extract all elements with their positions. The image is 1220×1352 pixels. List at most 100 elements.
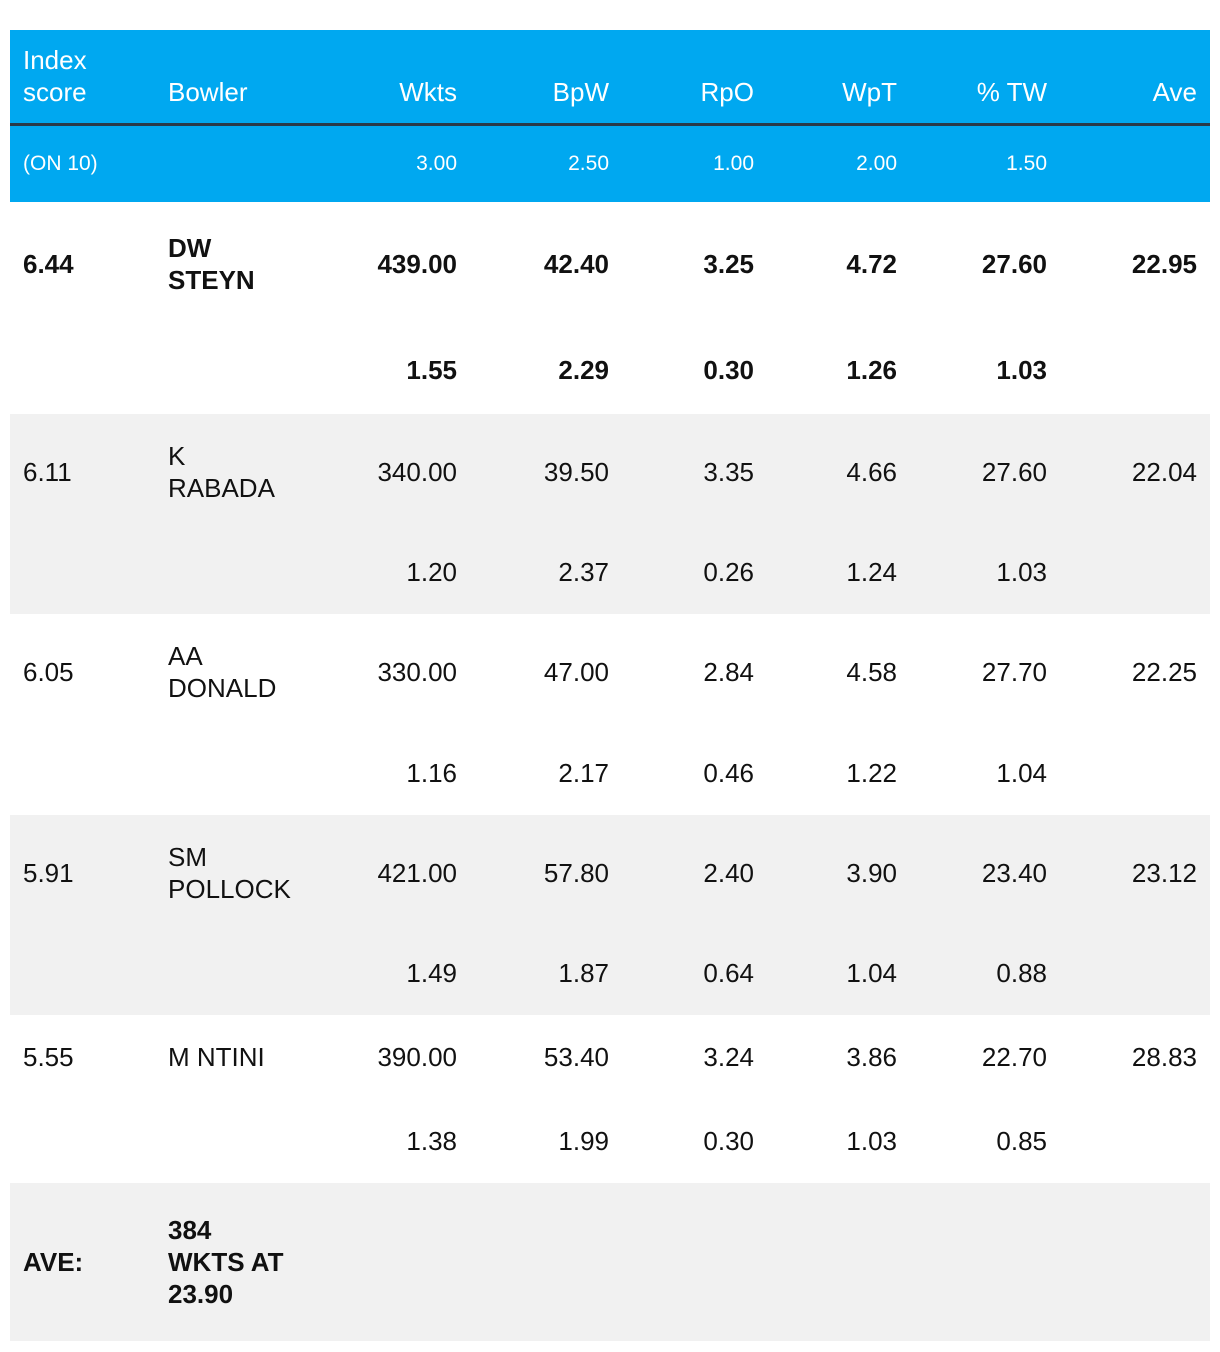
rpo-score: 0.30 [703,355,754,385]
weights-label: (ON 10) [23,152,98,175]
tw-score: 1.03 [996,556,1047,587]
wkts-score: 1.49 [406,957,457,988]
score-row: 1.49 1.87 0.64 1.04 0.88 [10,930,1210,1015]
header-divider [10,123,1210,126]
rpo-value: 3.35 [703,456,754,487]
bpw-score: 1.87 [558,957,609,988]
stats-row: 6.11 K RABADA 340.00 39.50 3.35 4.66 27.… [10,414,1210,529]
bpw-value: 53.40 [543,1042,609,1072]
index-score: 6.11 [23,456,72,487]
weight-rpo: 1.00 [713,152,754,175]
wkts-value: 439.00 [377,249,457,279]
col-header-wpt: WpT [842,77,897,107]
col-header-bowler: Bowler [168,77,248,107]
average-label: AVE: [23,1247,84,1277]
wpt-score: 1.22 [846,757,897,788]
col-header-tw: % TW [976,77,1047,107]
bpw-value: 39.50 [543,456,609,487]
score-row: 1.38 1.99 0.30 1.03 0.85 [10,1099,1210,1183]
wpt-score: 1.04 [846,957,897,988]
tw-score: 0.88 [996,957,1047,988]
bpw-value: 42.40 [543,249,609,279]
bpw-value: 47.00 [543,657,609,687]
bpw-score: 2.37 [558,556,609,587]
rpo-score: 0.30 [703,1126,754,1156]
col-header-rpo: RpO [700,77,754,107]
index-score: 6.44 [23,249,74,279]
bowler-name: AA DONALD [168,641,277,703]
col-header-ave: Ave [1152,77,1197,107]
weight-wkts: 3.00 [416,152,457,175]
table-row: 6.44 DW STEYN 439.00 42.40 3.25 4.72 27.… [10,202,1210,414]
wpt-value: 4.58 [846,657,897,687]
wkts-score: 1.55 [406,355,457,385]
tw-value: 23.40 [981,857,1047,888]
rpo-value: 2.40 [703,857,754,888]
score-row: 1.55 2.29 0.30 1.26 1.03 [10,326,1210,414]
col-header-index: Index score [23,45,87,107]
rpo-score: 0.64 [703,957,754,988]
wpt-value: 4.72 [846,249,897,279]
bpw-score: 1.99 [558,1126,609,1156]
tw-value: 27.60 [981,249,1047,279]
weight-bpw: 2.50 [568,152,609,175]
average-text: 384 WKTS AT 23.90 [168,1215,284,1309]
col-header-wkts: Wkts [399,77,457,107]
table-row: 6.11 K RABADA 340.00 39.50 3.35 4.66 27.… [10,414,1210,614]
bowler-name: K RABADA [168,440,275,503]
wkts-score: 1.16 [406,757,457,788]
index-score: 5.55 [23,1042,74,1072]
bowler-name: M NTINI [168,1042,265,1072]
wkts-value: 390.00 [377,1042,457,1072]
wpt-value: 3.90 [846,857,897,888]
stats-row: 5.91 SM POLLOCK 421.00 57.80 2.40 3.90 2… [10,815,1210,930]
ave-value: 22.04 [1131,456,1197,487]
wkts-value: 421.00 [377,857,457,888]
bowler-index-table: Index score Bowler Wkts BpW RpO WpT % TW… [10,30,1210,1341]
score-row: 1.20 2.37 0.26 1.24 1.03 [10,529,1210,614]
bpw-score: 2.29 [558,355,609,385]
index-score: 5.91 [23,857,74,888]
weight-tw: 1.50 [1006,152,1047,175]
index-score: 6.05 [23,657,74,687]
ave-value: 22.25 [1131,657,1197,687]
ave-value: 23.12 [1131,857,1197,888]
wkts-score: 1.38 [406,1126,457,1156]
ave-value: 22.95 [1131,249,1197,279]
wpt-value: 4.66 [846,456,897,487]
average-cells: AVE: 384 WKTS AT 23.90 [10,1183,1210,1341]
tw-score: 1.04 [996,757,1047,788]
score-row: 1.16 2.17 0.46 1.22 1.04 [10,730,1210,815]
bpw-value: 57.80 [543,857,609,888]
header-row: Index score Bowler Wkts BpW RpO WpT % TW… [10,30,1210,123]
wpt-score: 1.26 [846,355,897,385]
tw-value: 22.70 [981,1042,1047,1072]
tw-score: 0.85 [996,1126,1047,1156]
tw-value: 27.60 [981,456,1047,487]
weight-wpt: 2.00 [856,152,897,175]
weights-row: (ON 10) 3.00 2.50 1.00 2.00 1.50 [10,126,1210,202]
stats-row: 6.44 DW STEYN 439.00 42.40 3.25 4.72 27.… [10,202,1210,326]
tw-value: 27.70 [981,657,1047,687]
wkts-value: 340.00 [377,456,457,487]
stats-row: 5.55 M NTINI 390.00 53.40 3.24 3.86 22.7… [10,1015,1210,1099]
wkts-score: 1.20 [406,556,457,587]
wpt-value: 3.86 [846,1042,897,1072]
average-row: AVE: 384 WKTS AT 23.90 [10,1183,1210,1341]
stats-row: 6.05 AA DONALD 330.00 47.00 2.84 4.58 27… [10,614,1210,730]
wpt-score: 1.03 [846,1126,897,1156]
table-header: Index score Bowler Wkts BpW RpO WpT % TW… [10,30,1210,202]
ave-value: 28.83 [1131,1042,1197,1072]
rpo-value: 3.24 [703,1042,754,1072]
wpt-score: 1.24 [846,556,897,587]
rpo-value: 2.84 [703,657,754,687]
bpw-score: 2.17 [558,757,609,788]
wkts-value: 330.00 [377,657,457,687]
rpo-score: 0.26 [703,556,754,587]
table-row: 5.91 SM POLLOCK 421.00 57.80 2.40 3.90 2… [10,815,1210,1015]
col-header-bpw: BpW [552,77,609,107]
bowler-name: DW STEYN [168,233,255,295]
bowler-name: SM POLLOCK [168,841,291,904]
rpo-value: 3.25 [703,249,754,279]
rpo-score: 0.46 [703,757,754,788]
